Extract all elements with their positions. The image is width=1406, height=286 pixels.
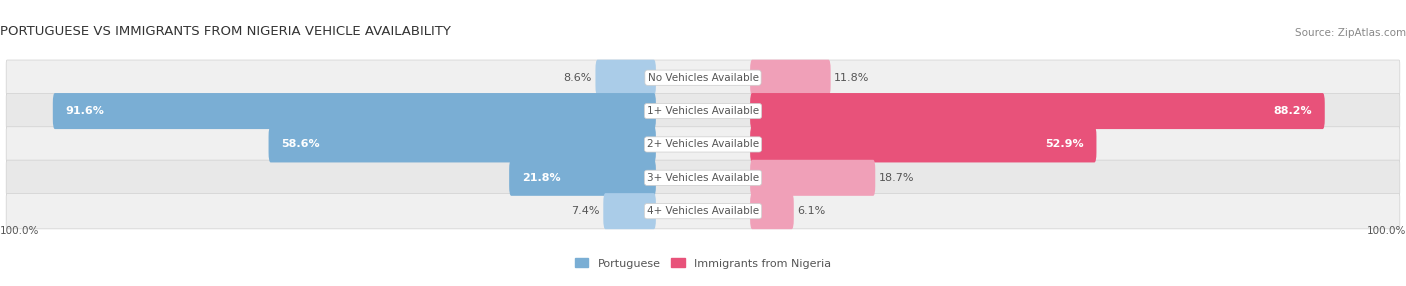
FancyBboxPatch shape [751, 193, 794, 229]
FancyBboxPatch shape [751, 126, 1097, 162]
Text: 58.6%: 58.6% [281, 140, 319, 149]
FancyBboxPatch shape [751, 160, 876, 196]
Text: 100.0%: 100.0% [1367, 226, 1406, 236]
FancyBboxPatch shape [751, 60, 831, 96]
Text: 3+ Vehicles Available: 3+ Vehicles Available [647, 173, 759, 183]
Text: 7.4%: 7.4% [571, 206, 600, 216]
Text: PORTUGUESE VS IMMIGRANTS FROM NIGERIA VEHICLE AVAILABILITY: PORTUGUESE VS IMMIGRANTS FROM NIGERIA VE… [0, 25, 451, 38]
Text: 8.6%: 8.6% [564, 73, 592, 83]
FancyBboxPatch shape [6, 193, 1400, 229]
Legend: Portuguese, Immigrants from Nigeria: Portuguese, Immigrants from Nigeria [571, 254, 835, 273]
Text: 2+ Vehicles Available: 2+ Vehicles Available [647, 140, 759, 149]
Text: 100.0%: 100.0% [0, 226, 39, 236]
Text: 1+ Vehicles Available: 1+ Vehicles Available [647, 106, 759, 116]
FancyBboxPatch shape [509, 160, 657, 196]
Text: 6.1%: 6.1% [797, 206, 825, 216]
Text: Source: ZipAtlas.com: Source: ZipAtlas.com [1295, 28, 1406, 38]
Text: 88.2%: 88.2% [1274, 106, 1312, 116]
Text: No Vehicles Available: No Vehicles Available [648, 73, 758, 83]
FancyBboxPatch shape [53, 93, 655, 129]
Text: 91.6%: 91.6% [66, 106, 104, 116]
FancyBboxPatch shape [269, 126, 657, 162]
Text: 21.8%: 21.8% [522, 173, 561, 183]
Text: 52.9%: 52.9% [1045, 140, 1084, 149]
FancyBboxPatch shape [751, 93, 1324, 129]
FancyBboxPatch shape [6, 160, 1400, 196]
FancyBboxPatch shape [6, 93, 1400, 129]
Text: 18.7%: 18.7% [879, 173, 914, 183]
FancyBboxPatch shape [603, 193, 655, 229]
Text: 11.8%: 11.8% [834, 73, 869, 83]
FancyBboxPatch shape [596, 60, 655, 96]
FancyBboxPatch shape [6, 127, 1400, 162]
FancyBboxPatch shape [6, 60, 1400, 96]
Text: 4+ Vehicles Available: 4+ Vehicles Available [647, 206, 759, 216]
